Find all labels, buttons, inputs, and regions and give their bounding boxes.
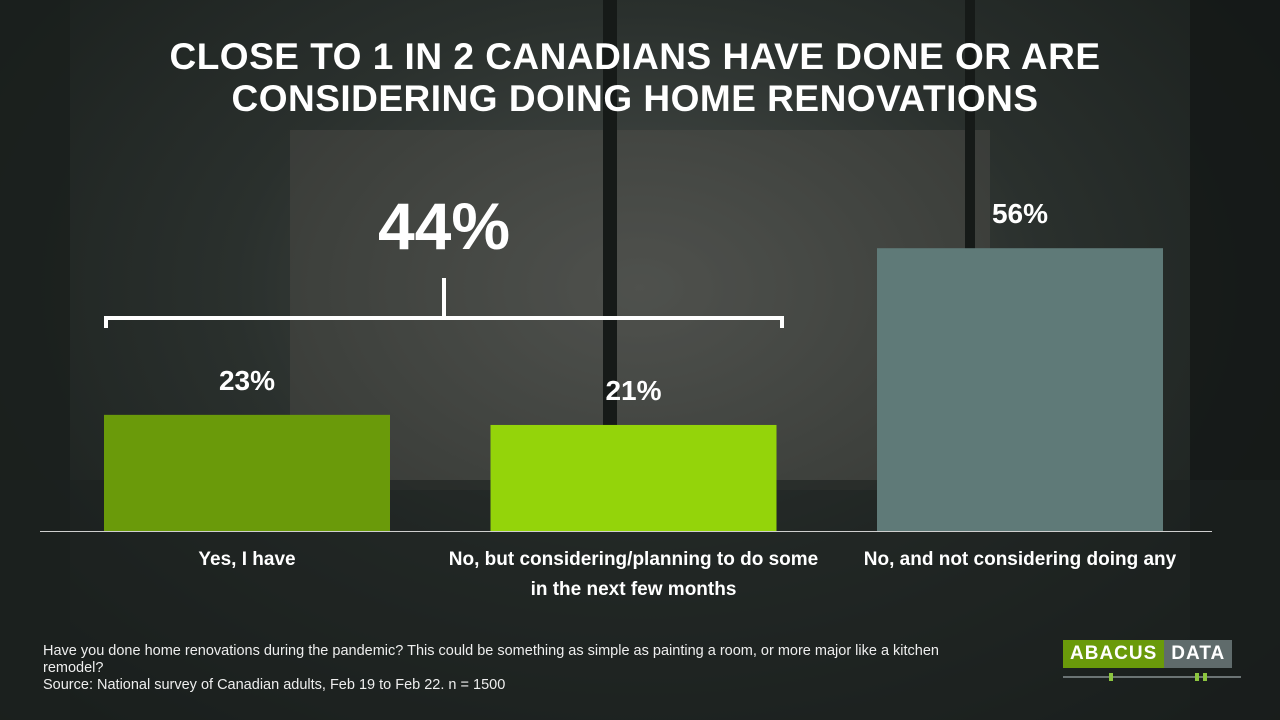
x-tick-label: No, and not considering doing any xyxy=(863,549,1177,570)
value-label: 56% xyxy=(991,198,1049,230)
bracket xyxy=(104,278,784,328)
chart-title: CLOSE TO 1 IN 2 CANADIANS HAVE DONE OR A… xyxy=(169,36,1101,119)
logo-left: ABACUS xyxy=(1063,640,1165,668)
bar xyxy=(877,248,1163,531)
logo-rule xyxy=(1063,673,1241,681)
footnote: Have you done home renovations during th… xyxy=(43,643,1003,694)
x-tick-label: No, but considering/planning to do some … xyxy=(448,549,819,600)
bar xyxy=(104,414,390,531)
source: Source: National survey of Canadian adul… xyxy=(43,677,506,693)
value-label: 21% xyxy=(605,374,662,406)
logo: ABACUS DATA xyxy=(1063,640,1233,668)
logo-right: DATA xyxy=(1164,640,1233,668)
bar xyxy=(490,424,777,531)
annotation: 44% xyxy=(377,189,511,263)
question: Have you done home renovations during th… xyxy=(43,643,939,676)
x-tick-label: Yes, I have xyxy=(198,549,296,570)
value-label: 23% xyxy=(218,364,276,396)
